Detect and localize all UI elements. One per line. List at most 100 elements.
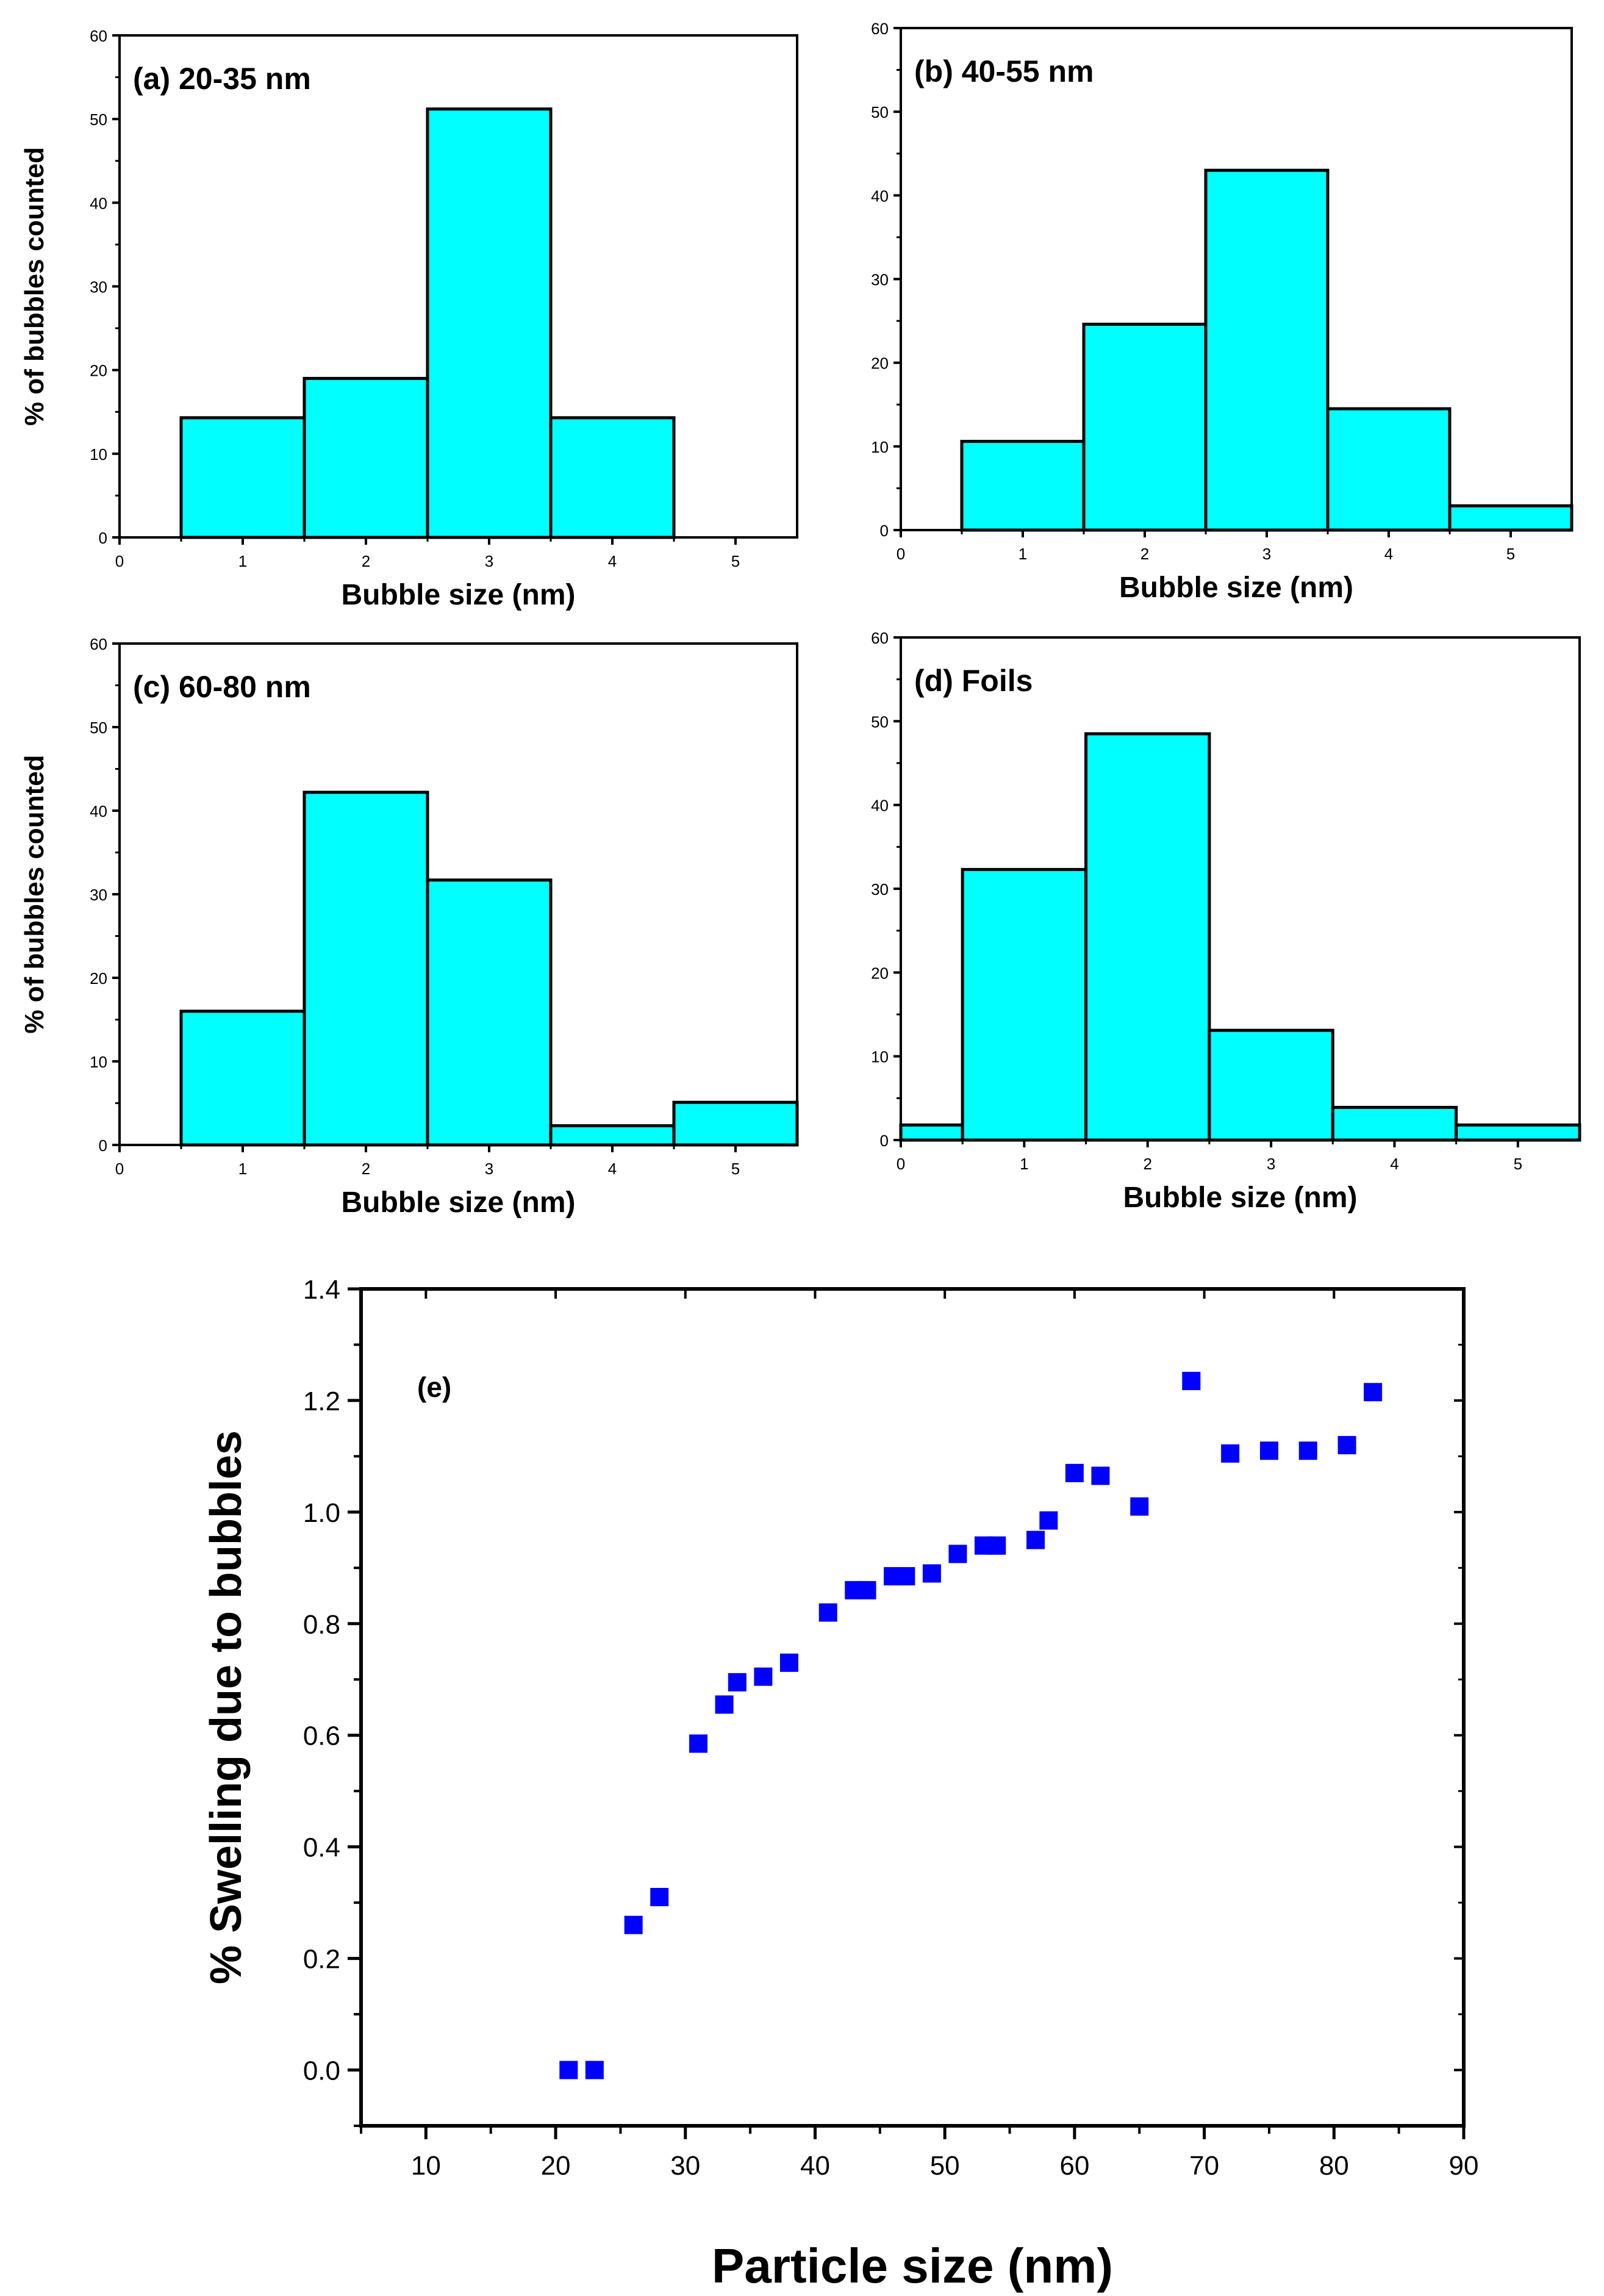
x-tick-label: 3	[1262, 545, 1271, 563]
y-tick-label: 0.8	[303, 1610, 340, 1640]
x-tick-label: 5	[1506, 545, 1515, 563]
panel-title: (b) 40-55 nm	[914, 54, 1094, 88]
bar	[1448, 504, 1574, 532]
x-tick-label: 1	[238, 1160, 247, 1178]
x-axis-label: Bubble size (nm)	[1119, 572, 1353, 604]
x-tick-label: 40	[800, 2151, 830, 2181]
x-tick-label: 50	[930, 2151, 960, 2181]
y-tick-label: 40	[871, 797, 889, 815]
data-point	[754, 1667, 773, 1686]
y-tick-label: 60	[871, 629, 889, 647]
y-tick-label: 1.2	[303, 1387, 340, 1416]
bar	[1084, 732, 1211, 1142]
bar	[1455, 1123, 1581, 1142]
x-tick-label: 80	[1319, 2151, 1349, 2181]
y-tick-label: 60	[90, 635, 107, 653]
data-point	[1091, 1466, 1110, 1485]
data-point	[1221, 1444, 1240, 1463]
y-tick-label: 0.2	[303, 1945, 340, 1975]
data-point	[1130, 1497, 1149, 1516]
y-tick-label: 10	[90, 445, 107, 464]
bar	[426, 878, 553, 1147]
x-tick-label: 30	[670, 2151, 700, 2181]
data-point	[624, 1915, 643, 1934]
x-tick-label: 2	[362, 1160, 370, 1178]
x-tick-label: 2	[1143, 1155, 1151, 1173]
data-point	[897, 1567, 915, 1586]
data-point	[1039, 1511, 1058, 1530]
y-tick-label: 20	[871, 964, 889, 982]
y-tick-label: 50	[871, 712, 889, 731]
bar	[179, 416, 306, 539]
x-tick-label: 0	[115, 1160, 124, 1178]
bar	[179, 1010, 306, 1147]
x-tick-label: 1	[1020, 1155, 1028, 1173]
y-tick-label: 10	[871, 1048, 889, 1066]
y-tick-label: 60	[90, 27, 107, 45]
x-tick-label: 3	[485, 1160, 493, 1178]
x-tick-label: 0	[897, 545, 905, 563]
x-tick-label: 4	[1384, 545, 1393, 563]
panel-title: (d) Foils	[914, 664, 1033, 698]
y-tick-label: 30	[90, 886, 107, 904]
bar	[549, 416, 676, 539]
y-tick-label: 0.0	[303, 2056, 340, 2086]
x-tick-label: 3	[1267, 1155, 1275, 1173]
y-tick-label: 40	[90, 802, 107, 820]
y-tick-label: 0	[99, 1136, 107, 1155]
x-axis-label: Bubble size (nm)	[341, 1186, 575, 1219]
data-point	[715, 1695, 734, 1714]
bar	[426, 107, 553, 539]
data-point	[728, 1673, 747, 1692]
x-tick-label: 60	[1059, 2151, 1089, 2181]
x-tick-label: 0	[897, 1155, 905, 1173]
y-tick-label: 1.0	[303, 1498, 340, 1528]
data-point	[1259, 1441, 1278, 1460]
y-tick-label: 20	[871, 354, 889, 373]
x-axis-label: Bubble size (nm)	[341, 579, 575, 611]
x-tick-label: 5	[731, 552, 740, 570]
bar	[961, 867, 1088, 1142]
data-point	[1298, 1441, 1317, 1460]
y-tick-label: 1.4	[303, 1275, 340, 1305]
bar	[1082, 323, 1208, 532]
data-point	[922, 1564, 941, 1583]
y-tick-label: 20	[90, 969, 107, 988]
data-point	[650, 1887, 669, 1906]
data-point	[987, 1536, 1006, 1555]
y-tick-label: 0.4	[303, 1833, 340, 1863]
data-point	[1065, 1463, 1084, 1482]
x-tick-label: 0	[115, 552, 124, 570]
data-point	[1364, 1383, 1383, 1402]
data-point	[1182, 1371, 1201, 1390]
x-tick-label: 3	[485, 552, 493, 570]
bar	[1326, 407, 1452, 532]
x-tick-label: 4	[608, 552, 617, 570]
data-point	[1026, 1530, 1045, 1549]
bar	[1208, 1028, 1334, 1142]
bar	[672, 1100, 799, 1147]
x-axis-label: Bubble size (nm)	[1123, 1182, 1357, 1214]
bar	[1204, 168, 1330, 532]
bar	[960, 440, 1086, 532]
y-tick-label: 0.6	[303, 1721, 340, 1751]
x-axis-label: Particle size (nm)	[712, 2239, 1113, 2293]
y-tick-label: 30	[871, 271, 889, 289]
bar	[549, 1124, 676, 1147]
x-tick-label: 5	[1514, 1155, 1522, 1173]
data-point	[1337, 1436, 1356, 1455]
y-tick-label: 0	[99, 529, 107, 547]
panel-title: (c) 60-80 nm	[133, 670, 311, 704]
data-point	[857, 1580, 876, 1599]
y-axis-label: % of bubbles counted	[20, 147, 49, 426]
bar	[303, 376, 429, 539]
data-point	[559, 2061, 578, 2079]
y-axis-label: % Swelling due to bubbles	[202, 1430, 251, 1984]
x-tick-label: 90	[1449, 2151, 1479, 2181]
x-tick-label: 1	[1019, 545, 1027, 563]
data-point	[948, 1544, 967, 1563]
